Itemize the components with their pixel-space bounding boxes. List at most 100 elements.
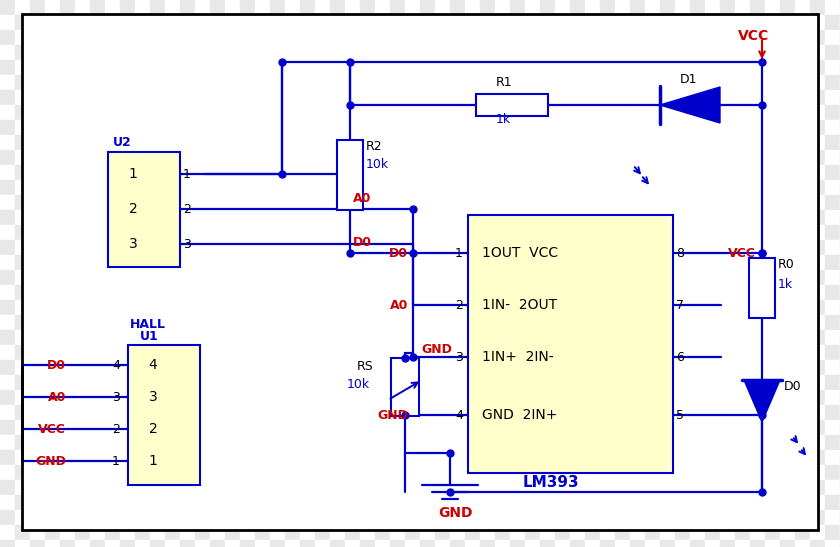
Bar (630, 405, 645, 420)
Bar (225, 0, 240, 15)
Bar (765, 285, 780, 300)
Bar (270, 90, 285, 105)
Bar (795, 60, 810, 75)
Bar (540, 390, 555, 405)
Bar (105, 330, 120, 345)
Bar (555, 540, 570, 547)
Bar (360, 450, 375, 465)
Bar (525, 90, 540, 105)
Bar (405, 75, 420, 90)
Bar (390, 0, 405, 15)
Text: 3: 3 (455, 351, 463, 364)
Bar (630, 195, 645, 210)
Bar (600, 270, 615, 285)
Bar (15, 390, 30, 405)
Bar (630, 90, 645, 105)
Bar (75, 15, 90, 30)
Bar (585, 0, 600, 15)
Bar (555, 480, 570, 495)
Bar (465, 240, 480, 255)
Bar (0, 435, 15, 450)
Bar (570, 540, 585, 547)
Bar (375, 90, 390, 105)
Bar (630, 315, 645, 330)
Bar (210, 165, 225, 180)
Bar (765, 105, 780, 120)
Bar (435, 315, 450, 330)
Bar (750, 375, 765, 390)
Bar (675, 495, 690, 510)
Bar (480, 180, 495, 195)
Bar (15, 180, 30, 195)
Bar (705, 285, 720, 300)
Bar (765, 240, 780, 255)
Bar (150, 135, 165, 150)
Bar (480, 450, 495, 465)
Bar (645, 135, 660, 150)
Bar (675, 525, 690, 540)
Bar (75, 375, 90, 390)
Bar (525, 420, 540, 435)
Bar (795, 345, 810, 360)
Bar (30, 435, 45, 450)
Bar (465, 360, 480, 375)
Bar (720, 435, 735, 450)
Bar (450, 480, 465, 495)
Bar (465, 480, 480, 495)
Bar (480, 345, 495, 360)
Bar (555, 495, 570, 510)
Bar (765, 0, 780, 15)
Text: 8: 8 (676, 247, 684, 260)
Bar (60, 420, 75, 435)
Bar (210, 435, 225, 450)
Bar (435, 225, 450, 240)
Bar (450, 435, 465, 450)
Bar (420, 300, 435, 315)
Bar (750, 90, 765, 105)
Bar (705, 0, 720, 15)
Bar (690, 300, 705, 315)
Bar (135, 150, 150, 165)
Bar (465, 30, 480, 45)
Bar (285, 345, 300, 360)
Bar (810, 465, 825, 480)
Bar (45, 525, 60, 540)
Bar (420, 90, 435, 105)
Bar (15, 480, 30, 495)
Bar (465, 15, 480, 30)
Bar (60, 60, 75, 75)
Bar (120, 15, 135, 30)
Bar (315, 60, 330, 75)
Bar (495, 75, 510, 90)
Bar (495, 465, 510, 480)
Bar (630, 210, 645, 225)
Bar (165, 30, 180, 45)
Bar (60, 285, 75, 300)
Bar (60, 495, 75, 510)
Bar (75, 180, 90, 195)
Bar (135, 105, 150, 120)
Bar (375, 180, 390, 195)
Bar (240, 75, 255, 90)
Bar (465, 90, 480, 105)
Bar (720, 420, 735, 435)
Bar (525, 525, 540, 540)
Bar (795, 420, 810, 435)
Bar (120, 405, 135, 420)
Bar (105, 165, 120, 180)
Bar (420, 135, 435, 150)
Bar (780, 510, 795, 525)
Bar (690, 450, 705, 465)
Bar (585, 480, 600, 495)
Bar (660, 510, 675, 525)
Bar (90, 45, 105, 60)
Bar (525, 315, 540, 330)
Bar (75, 300, 90, 315)
Bar (765, 75, 780, 90)
Bar (240, 150, 255, 165)
Bar (810, 510, 825, 525)
Bar (405, 90, 420, 105)
Bar (270, 270, 285, 285)
Bar (45, 135, 60, 150)
Bar (765, 15, 780, 30)
